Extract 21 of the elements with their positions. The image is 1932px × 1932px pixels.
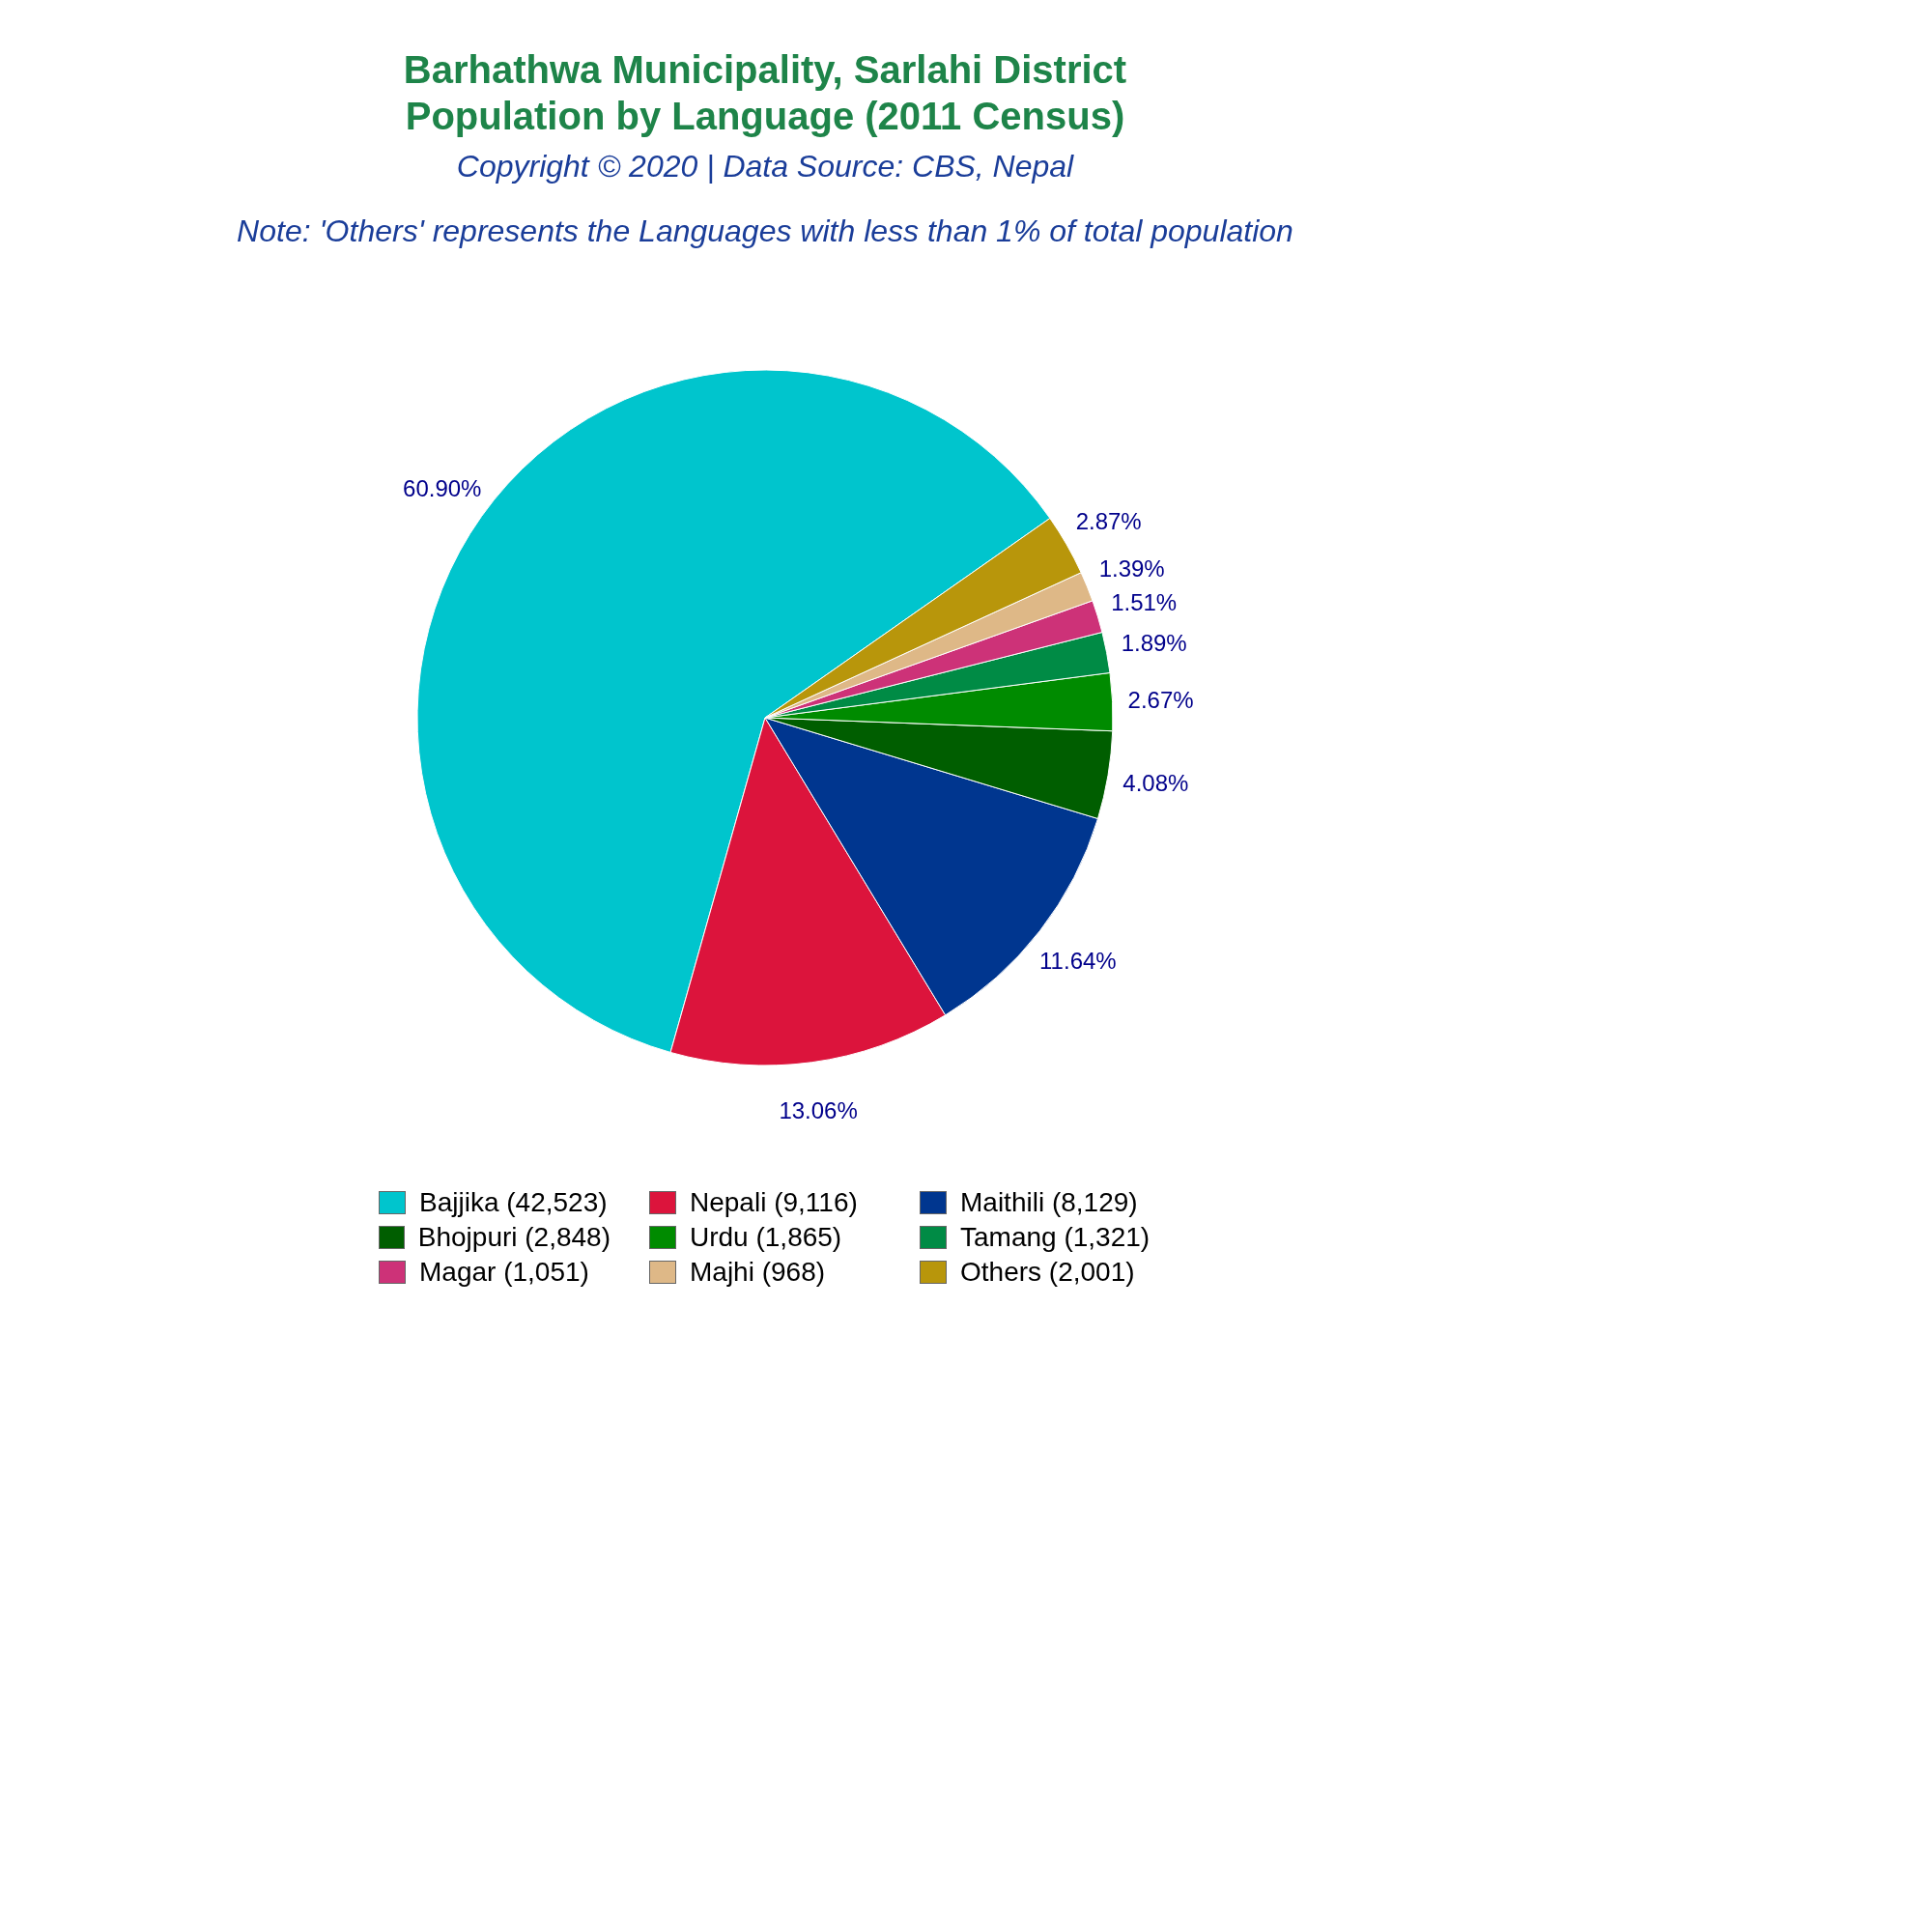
legend-label: Magar (1,051) — [419, 1257, 589, 1288]
data-label: 2.67% — [1127, 686, 1194, 713]
chart-title: Barhathwa Municipality, Sarlahi District Population by Language (2011 Census) — [402, 47, 1128, 139]
legend-label: Nepali (9,116) — [690, 1187, 858, 1218]
text: Note: 'Others' represents the Languages with less than 1% of total population — [236, 213, 1294, 249]
legend-label: Maithili (8,129) — [960, 1187, 1138, 1218]
chart-subtitle: Copyright © 2020 | Data Source: CBS, Nepal — [455, 149, 1075, 185]
legend-label: Others (2,001) — [960, 1257, 1135, 1288]
legend-label: Bajjika (42,523) — [419, 1187, 608, 1218]
data-label: 2.87% — [1075, 507, 1142, 534]
data-label: 1.89% — [1121, 630, 1187, 657]
data-label: 1.51% — [1111, 588, 1178, 615]
data-label: 60.90% — [403, 475, 482, 502]
legend-label: Bhojpuri (2,848) — [417, 1222, 611, 1253]
data-label: 11.64% — [1039, 947, 1117, 974]
legend-label: Urdu (1,865) — [690, 1222, 842, 1253]
data-label: 4.08% — [1122, 770, 1189, 797]
data-label: 13.06% — [779, 1096, 858, 1123]
legend-label: Tamang (1,321) — [960, 1222, 1151, 1253]
legend-label: Majhi (968) — [690, 1257, 826, 1288]
data-label: 1.39% — [1098, 554, 1165, 582]
